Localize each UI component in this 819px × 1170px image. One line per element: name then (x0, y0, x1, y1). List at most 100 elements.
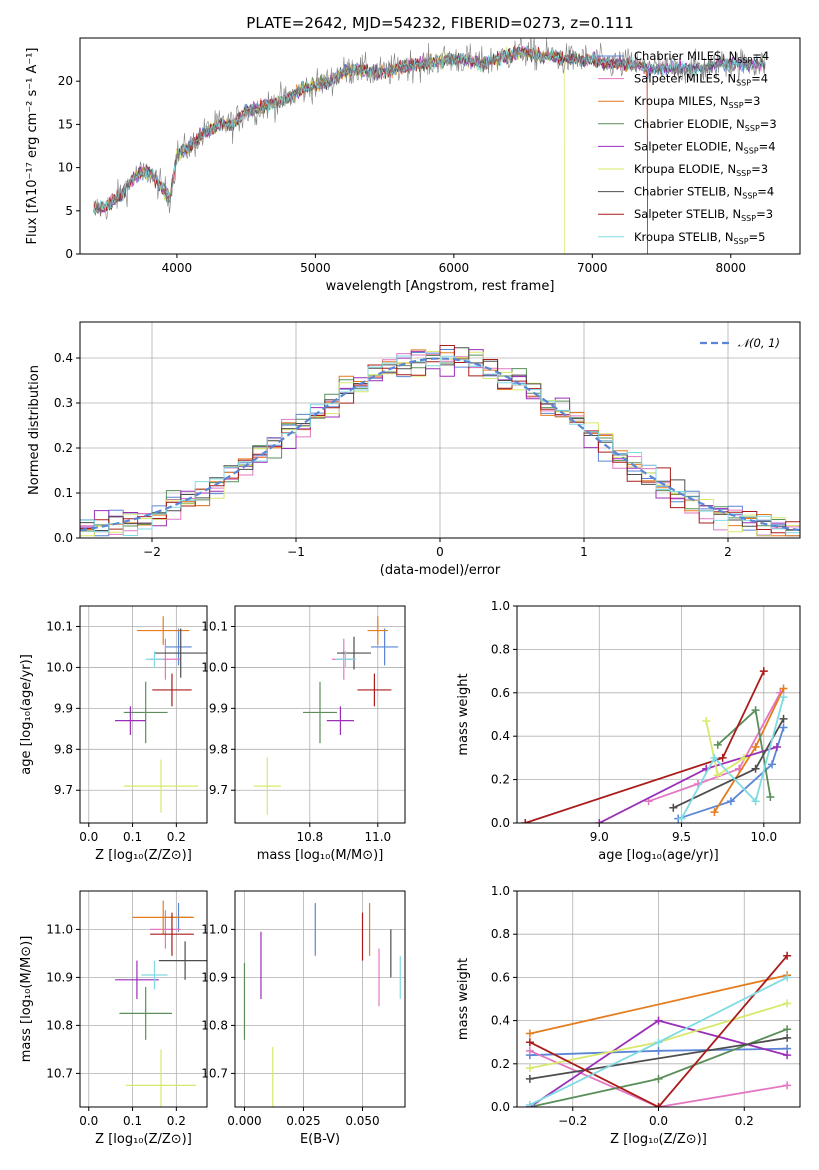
weight-marker (772, 743, 781, 752)
y-tick-label: 9.7 (54, 783, 73, 797)
x-tick-label: 0 (436, 545, 444, 559)
weight-marker (783, 973, 792, 982)
legend-entry: Salpeter ELODIE, NSSP=4 (634, 139, 776, 155)
weight-marker (783, 1051, 792, 1060)
point-kroupa-miles (367, 616, 388, 645)
y-tick-label: 1.0 (491, 599, 510, 613)
y-tick-label: 0.0 (54, 531, 73, 545)
x-tick-label: 6000 (439, 261, 470, 275)
weight-marker (654, 1016, 663, 1025)
axes-frame (79, 890, 208, 1108)
y-tick-label: 0.2 (491, 1057, 510, 1071)
observed-spectrum (93, 38, 766, 220)
x-tick-label: 7000 (577, 261, 608, 275)
y-tick-label: 0.8 (491, 927, 510, 941)
weight-marker (710, 753, 719, 762)
weight-marker (768, 760, 777, 769)
x-axis-label: Z [log₁₀(Z/Z⊙)] (610, 1132, 707, 1147)
y-tick-label: 0.2 (54, 441, 73, 455)
y-axis-label: mass weight (456, 673, 471, 755)
weight-line-2 (529, 1049, 788, 1107)
spectrum-legend: Chabrier MILES, NSSP=4 Salpeter MILES, NS… (598, 49, 777, 246)
point-chabrier-elodie (303, 681, 337, 744)
point-kroupa-miles (132, 900, 194, 935)
weight-marker (702, 717, 711, 726)
y-axis-label: age [log₁₀(age/yr)] (19, 654, 34, 775)
y-tick-label: 9.7 (209, 783, 228, 797)
weight-marker (751, 706, 760, 715)
x-tick-label: 10.0 (750, 830, 777, 844)
residual-histogram-9 (80, 355, 800, 536)
x-axis-label: (data-model)/error (380, 563, 501, 578)
weight-marker (525, 1046, 534, 1055)
weight-marker (783, 1081, 792, 1090)
weight-marker (779, 714, 788, 723)
y-tick-label: 15 (58, 117, 73, 131)
point-kroupa-stelib (145, 651, 164, 668)
y-tick-label: 0.3 (54, 396, 73, 410)
axes-frame (516, 890, 801, 1108)
point-kroupa-elodie (123, 759, 199, 813)
y-tick-label: 9.9 (209, 701, 228, 715)
point-salpeter-elodie (115, 706, 146, 735)
residuals-plot-area (80, 345, 800, 537)
x-tick-label: 9.0 (590, 830, 609, 844)
weight-vs-age-plot-area (521, 667, 788, 823)
point-chabrier-stelib (158, 941, 207, 980)
axes-frame (516, 605, 801, 824)
y-tick-label: 5 (65, 204, 73, 218)
weight-marker (525, 1100, 534, 1107)
weight-marker (759, 667, 768, 676)
y-tick-label: 9.8 (54, 742, 73, 756)
point-kroupa-stelib (141, 960, 168, 990)
y-tick-label: 10.7 (201, 1066, 228, 1080)
normal-curve (80, 357, 800, 532)
y-tick-label: 0.1 (54, 486, 73, 500)
y-tick-label: 10.1 (201, 619, 228, 633)
x-axis-label: Z [log₁₀(Z/Z⊙)] (95, 1132, 192, 1147)
x-tick-label: 0.0 (79, 1114, 98, 1128)
spectrum-plot-area (93, 38, 766, 254)
x-axis-label: age [log₁₀(age/yr)] (598, 848, 719, 863)
legend-entry: Kroupa ELODIE, NSSP=3 (634, 162, 768, 178)
weight-marker (783, 1033, 792, 1042)
y-tick-label: 0.0 (491, 1100, 510, 1114)
y-tick-label: 9.9 (54, 701, 73, 715)
weight-marker (521, 819, 530, 823)
y-tick-label: 0.8 (491, 642, 510, 656)
weight-marker (654, 1074, 663, 1083)
axes-frame (79, 605, 208, 824)
point-salpeter-stelib (357, 673, 392, 707)
mass-vs-ebv-panel: 0.000 0.025 0.050 10.7 10.8 10.9 11.0 E(B-V) (201, 890, 406, 1147)
y-tick-label: 1.0 (491, 884, 510, 898)
point-salpeter-stelib (150, 912, 194, 956)
mass-vs-ebv-plot-area (243, 903, 401, 1107)
weight-line-9 (680, 696, 785, 820)
x-tick-label: 0.0 (79, 830, 98, 844)
point-chabrier-stelib (337, 636, 371, 670)
x-tick-label: 0.1 (123, 830, 142, 844)
y-tick-label: 10.0 (201, 660, 228, 674)
axes-frame (234, 605, 406, 824)
axes-frame (79, 37, 801, 255)
x-tick-label: 4000 (162, 261, 193, 275)
weight-marker (710, 808, 719, 817)
mass-vs-Z-plot-area (115, 900, 207, 1107)
residual-histogram-5 (80, 349, 800, 536)
weight-marker (595, 819, 604, 823)
weight-marker (654, 1103, 663, 1107)
point-chabrier-elodie (123, 681, 168, 744)
spectrum-panel: 4000 5000 6000 7000 8000 0 5 10 15 20 wavelength [… (25, 37, 801, 294)
y-tick-label: 10.0 (46, 660, 73, 674)
x-axis-label: E(B-V) (300, 1132, 340, 1147)
weight-marker (713, 771, 722, 780)
weight-marker (779, 723, 788, 732)
weight-marker (726, 797, 735, 806)
legend-entry: Kroupa MILES, NSSP=3 (634, 94, 760, 110)
x-tick-label: −1 (287, 545, 305, 559)
point-kroupa-elodie (253, 757, 281, 815)
y-tick-label: 10.9 (201, 970, 228, 984)
weight-marker (751, 797, 760, 806)
x-tick-label: −0.2 (558, 1114, 587, 1128)
weight-marker (525, 1029, 534, 1038)
